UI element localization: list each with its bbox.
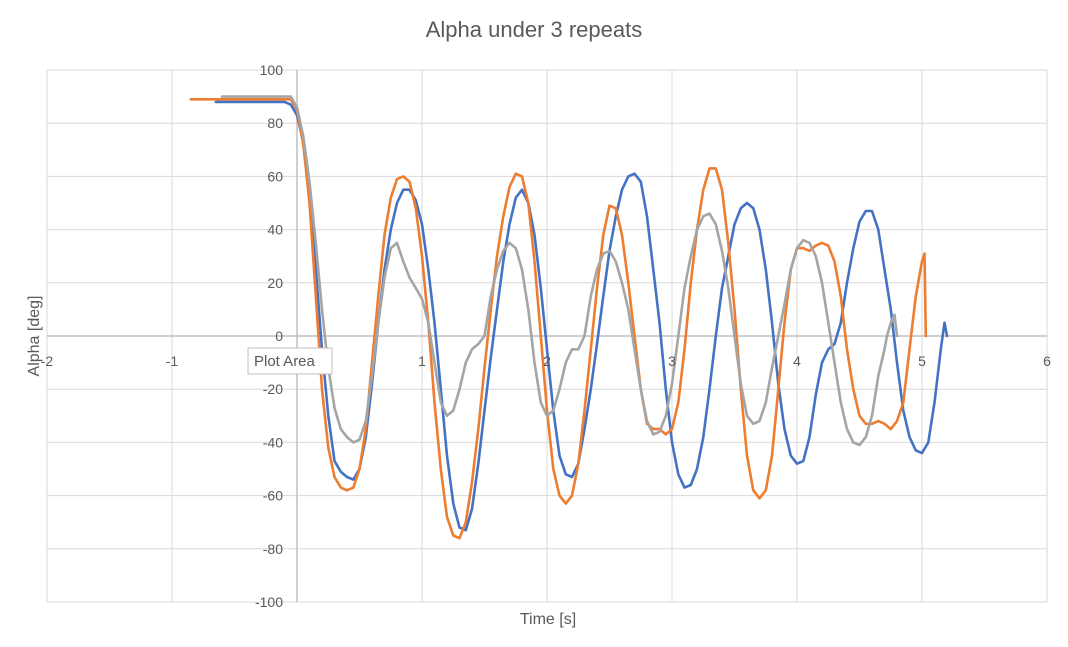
- y-tick-label: 100: [260, 62, 284, 78]
- plot-area-tooltip: Plot Area: [247, 347, 333, 375]
- x-tick-label: 3: [668, 353, 676, 369]
- series-line-3: [220, 95, 899, 447]
- x-tick-label: 2: [543, 353, 551, 369]
- y-axis-title: Alpha [deg]: [26, 296, 43, 377]
- y-tick-label: -60: [263, 488, 283, 504]
- x-tick-label: 1: [418, 353, 426, 369]
- y-tick-label: -100: [255, 594, 283, 610]
- series-line-1: [214, 100, 949, 532]
- chart-title: Alpha under 3 repeats: [426, 17, 643, 42]
- y-tick-label: 0: [275, 328, 283, 344]
- y-tick-label: -40: [263, 434, 283, 450]
- series-lines: [189, 95, 949, 540]
- tooltip-box: [247, 347, 333, 375]
- x-tick-label: -1: [166, 353, 179, 369]
- y-tick-label: 80: [267, 115, 283, 131]
- y-tick-label: 60: [267, 168, 283, 184]
- y-tick-label: -80: [263, 541, 283, 557]
- axes: [47, 70, 1047, 602]
- y-tick-label: 40: [267, 222, 283, 238]
- x-axis-title: Time [s]: [520, 611, 576, 628]
- tooltip-label: Plot Area: [254, 353, 316, 370]
- tick-labels: -100 -80 -60 -40 -20 0 20 40 60 80 100 -2 -1 1 2 3 4 5 6: [41, 62, 1051, 610]
- x-tick-label: -2: [41, 353, 54, 369]
- series-line-2: [189, 98, 928, 540]
- x-tick-label: 5: [918, 353, 926, 369]
- y-tick-label: 20: [267, 275, 283, 291]
- x-tick-label: 6: [1043, 353, 1051, 369]
- x-tick-label: 4: [793, 353, 801, 369]
- y-tick-label: -20: [263, 381, 283, 397]
